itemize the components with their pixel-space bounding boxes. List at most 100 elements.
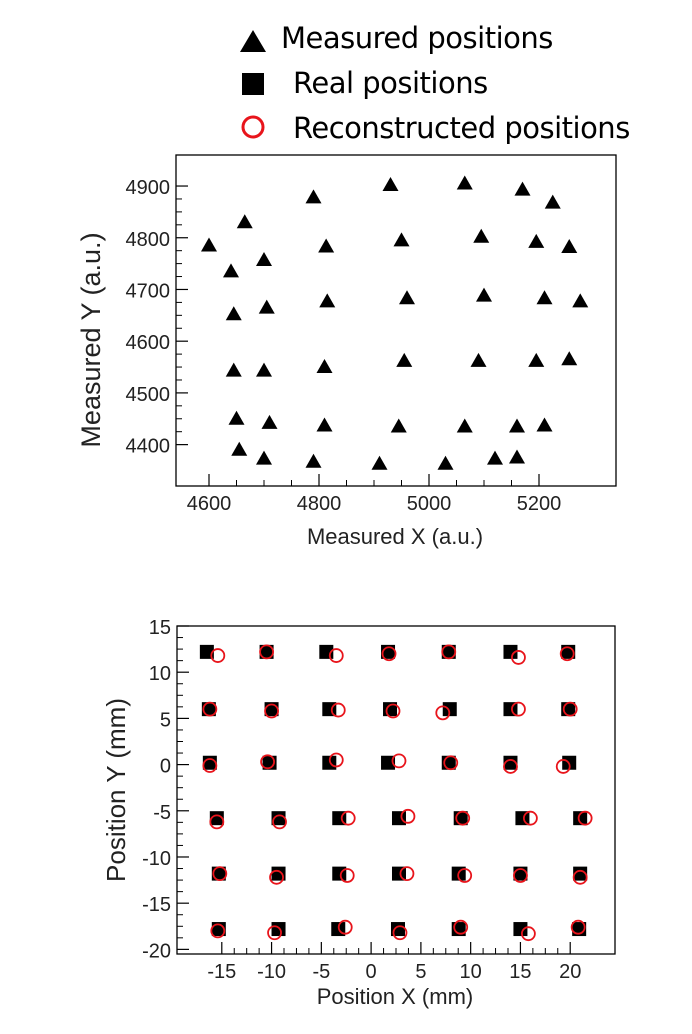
chart1-y-tick-label: 4600 [126,332,171,354]
reconstructed-position-point [392,925,408,941]
measured-position-point [256,450,272,465]
reconstructed-position-point [267,925,282,941]
reconstructed-position-point [210,648,226,663]
measured-position-point [318,238,335,253]
reconstructed-position-point [328,648,344,663]
measured-position-point [509,449,525,464]
real-position-point [271,922,286,937]
reconstructed-position-point [577,810,593,826]
reconstructed-position-point [443,755,459,771]
reconstructed-position-point [340,810,356,826]
chart2-y-tick-label: -20 [142,940,171,962]
chart2-x-tick-label: -10 [257,961,286,983]
measured-position-point [561,351,578,366]
reconstructed-position-point [209,814,225,830]
reconstructed-position-point [562,701,578,717]
chart1-x-tick-label: 4800 [297,493,342,515]
square-marker-icon [242,73,264,95]
measured-position-point [231,441,248,456]
chart2-y-tick-label: 10 [149,663,171,685]
measured-positions-chart: 4600 4800 5000 5200 4400 4500 4600 4700 4800 4900… [76,154,617,549]
reconstructed-position-point [399,866,415,882]
measured-position-point [536,290,553,305]
real-position-point [332,866,347,881]
chart2-x-tick-label: 10 [460,961,482,983]
chart2-plot-frame [176,625,616,955]
real-position-point [442,702,457,717]
reconstructed-position-point [212,866,228,882]
measured-position-point [456,418,473,433]
reconstructed-position-point [210,923,226,939]
reconstructed-position-point [381,646,397,662]
reconstructed-position-point [455,810,471,826]
chart1-y-axis-label: Measured Y (a.u.) [76,232,106,447]
measured-position-point [487,450,503,465]
reconstructed-position-point [453,919,469,935]
chart1-y-tick-label: 4700 [126,280,171,302]
chart2-marks [199,644,593,942]
measured-position-point [258,299,275,314]
measured-position-point [514,181,531,196]
measured-position-point [393,232,410,247]
measured-position-point [456,175,473,190]
chart2-x-tick-label: 0 [366,961,377,983]
measured-position-point [225,362,242,377]
chart2-x-tick-label: 5 [415,961,426,983]
measured-position-point [201,237,217,252]
measured-position-point [256,251,272,266]
measured-position-point [470,352,487,367]
chart1-y-tick-label: 4500 [126,384,171,406]
chart1-x-tick-label: 5000 [407,493,452,515]
measured-position-point [228,410,245,425]
reconstructed-position-point [572,869,588,885]
real-position-point [391,811,406,826]
measured-position-point [382,176,399,191]
chart1-y-tick-label: 4400 [126,436,171,458]
chart1-y-tick-label: 4800 [126,229,171,251]
measured-position-point [509,418,525,433]
real-position-point [259,644,274,659]
reconstructed-position-point [269,869,284,885]
real-position-point [441,644,456,659]
reconstructed-position-point [337,919,353,935]
circle-marker-icon [241,115,265,139]
chart2-y-tick-label: -10 [142,848,171,870]
real-position-point [199,644,214,659]
reconstructed-positions-chart: -15 -10 -5 0 5 10 15 20 -20 -15 -10 -5 0 5 10 15 Positi… [101,617,616,1009]
reconstructed-position-point [503,759,518,774]
chart1-x-tick-label: 4600 [187,493,232,515]
real-position-point [271,811,286,826]
chart2-x-axis-label: Position X (mm) [317,984,473,1009]
reconstructed-position-point [259,644,274,660]
real-position-point [573,866,588,881]
measured-position-point [305,453,322,468]
measured-position-point [371,455,388,470]
reconstructed-position-point [570,919,586,935]
reconstructed-position-point [272,814,287,830]
measured-position-point [390,418,407,433]
chart1-axes: 4600 4800 5000 5200 4400 4500 4600 4700 4800 4900 [126,154,617,515]
measured-position-point [528,352,545,367]
measured-position-point [399,290,415,305]
measured-position-point [236,214,253,229]
real-position-point [503,644,518,659]
real-position-point [513,922,528,937]
chart1-x-tick-label: 5200 [517,493,562,515]
chart2-y-tick-label: -15 [142,894,171,916]
measured-position-point [396,352,413,367]
measured-position-point [572,293,589,308]
reconstructed-position-point [400,808,416,824]
reconstructed-position-point [202,701,218,717]
reconstructed-position-point [513,868,528,883]
real-position-point [503,755,518,770]
legend-label-reconstructed: Reconstructed positions [293,111,630,145]
reconstructed-position-point [441,644,457,660]
measured-position-point [305,189,322,204]
legend-label-measured: Measured positions [281,21,553,55]
legend-item-measured: Measured positions [236,18,553,58]
measured-position-point [473,228,490,243]
chart1-marks [201,175,589,470]
real-position-point [381,755,396,770]
reconstructed-position-point [511,701,526,717]
chart2-x-tick-label: -15 [207,961,236,983]
